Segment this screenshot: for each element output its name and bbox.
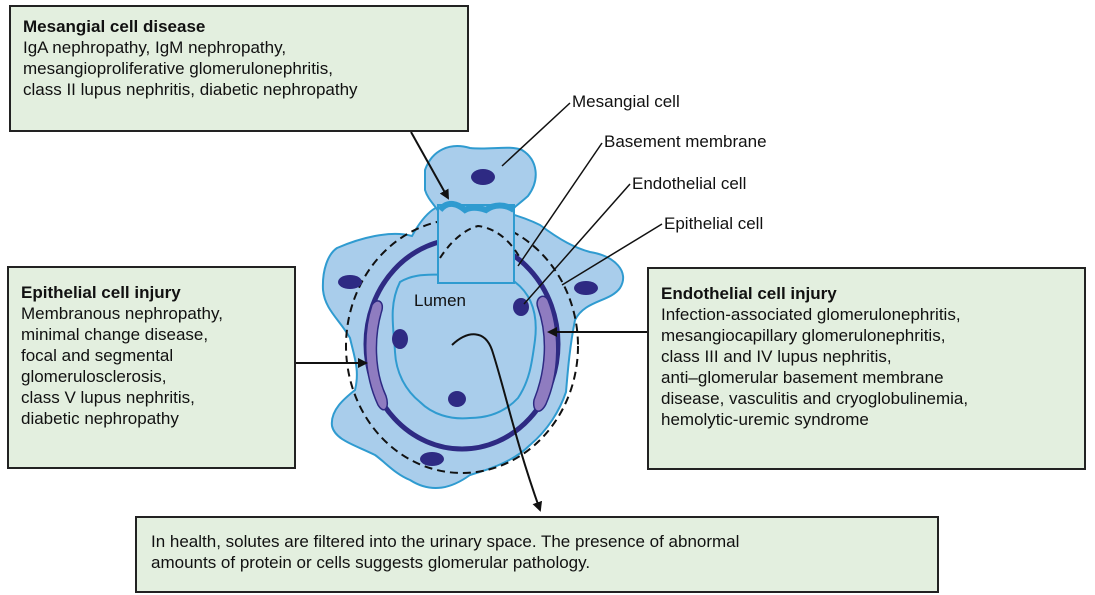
arrow-mesangial [410, 131, 449, 200]
leader-epithelial-cell [561, 223, 663, 286]
mesangial-disease-box: Mesangial cell disease IgA nephropathy, … [9, 5, 469, 132]
endothelial-nucleus [392, 329, 408, 349]
health-note-text: In health, solutes are filtered into the… [151, 532, 740, 572]
health-note-box: In health, solutes are filtered into the… [135, 516, 939, 593]
basement-membrane-label: Basement membrane [604, 132, 767, 151]
podocyte-band-right [532, 295, 558, 412]
epithelial-nucleus [420, 452, 444, 466]
epithelial-nucleus [338, 275, 362, 289]
epithelial-injury-title: Epithelial cell injury [21, 283, 181, 302]
arrow-filtration [451, 333, 543, 512]
epithelial-nucleus [574, 281, 598, 295]
mesangial-disease-list: IgA nephropathy, IgM nephropathy, mesang… [23, 38, 358, 99]
leader-basement-membrane [517, 142, 603, 267]
endothelial-injury-list: Infection-associated glomerulonephritis,… [661, 305, 969, 429]
dashed-arch [439, 224, 521, 259]
endothelial-injury-title: Endothelial cell injury [661, 284, 837, 303]
mesangial-matrix [437, 204, 515, 284]
mesangial-junction [437, 201, 516, 214]
epithelial-injury-list: Membranous nephropathy, minimal change d… [21, 304, 223, 428]
epithelial-injury-box: Epithelial cell injury Membranous nephro… [7, 266, 296, 469]
mesangial-disease-title: Mesangial cell disease [23, 17, 206, 36]
leader-mesangial-cell [501, 102, 571, 167]
mesangial-nucleus [471, 169, 495, 185]
leader-endothelial-cell [523, 183, 631, 305]
mesangial-cell-label: Mesangial cell [572, 92, 680, 111]
endothelial-nucleus [448, 391, 466, 407]
endothelial-injury-box: Endothelial cell injury Infection-associ… [647, 267, 1086, 470]
endothelial-cell-label: Endothelial cell [632, 174, 746, 193]
epithelial-cell-label: Epithelial cell [664, 214, 763, 233]
lumen-label: Lumen [414, 291, 466, 310]
